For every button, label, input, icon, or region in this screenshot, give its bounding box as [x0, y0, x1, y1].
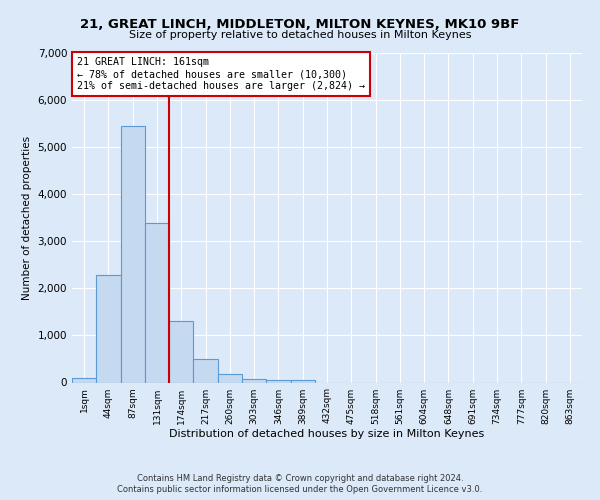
Bar [218, 374, 242, 382]
Bar [266, 380, 290, 382]
Text: Contains HM Land Registry data © Crown copyright and database right 2024.
Contai: Contains HM Land Registry data © Crown c… [118, 474, 482, 494]
Bar [145, 223, 169, 382]
Text: Size of property relative to detached houses in Milton Keynes: Size of property relative to detached ho… [129, 30, 471, 40]
Bar [96, 275, 121, 382]
Text: 21 GREAT LINCH: 161sqm
← 78% of detached houses are smaller (10,300)
21% of semi: 21 GREAT LINCH: 161sqm ← 78% of detached… [77, 58, 365, 90]
Bar [193, 359, 218, 382]
Bar [242, 378, 266, 382]
X-axis label: Distribution of detached houses by size in Milton Keynes: Distribution of detached houses by size … [169, 430, 485, 440]
Y-axis label: Number of detached properties: Number of detached properties [22, 136, 32, 300]
Bar [169, 320, 193, 382]
Bar [290, 380, 315, 382]
Bar [121, 126, 145, 382]
Bar [72, 378, 96, 382]
Text: 21, GREAT LINCH, MIDDLETON, MILTON KEYNES, MK10 9BF: 21, GREAT LINCH, MIDDLETON, MILTON KEYNE… [80, 18, 520, 30]
